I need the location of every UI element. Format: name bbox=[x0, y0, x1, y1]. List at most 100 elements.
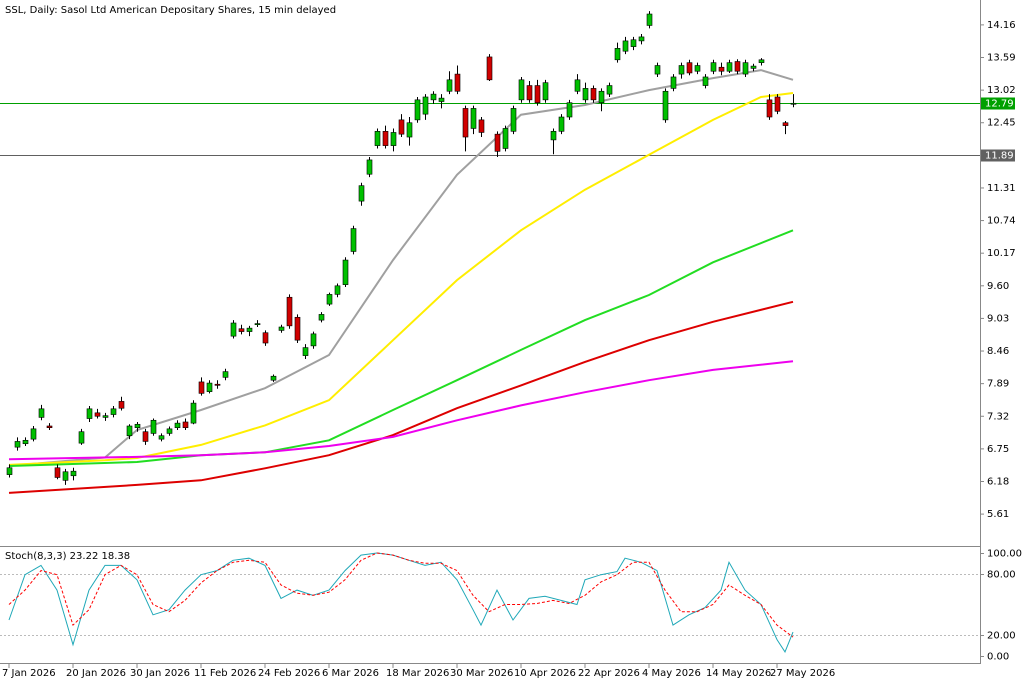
candle-body bbox=[86, 408, 93, 419]
candle-body bbox=[782, 122, 789, 126]
candle-body bbox=[158, 435, 165, 440]
candle-body bbox=[702, 76, 709, 86]
candle-body bbox=[382, 131, 389, 146]
y-tick-label: 11.31 bbox=[987, 183, 1016, 194]
candle-body bbox=[278, 326, 285, 331]
candle-body bbox=[446, 79, 453, 92]
candle-body bbox=[102, 415, 109, 418]
candle-body bbox=[566, 102, 573, 118]
candle-body bbox=[510, 108, 517, 132]
x-tick-label: 18 Mar 2026 bbox=[386, 668, 449, 679]
candle-body bbox=[598, 90, 605, 104]
candle-body bbox=[758, 59, 765, 63]
y-tick-label: 7.32 bbox=[987, 411, 1009, 422]
y-tick-label: 13.02 bbox=[987, 85, 1016, 96]
y-tick-label: 10.74 bbox=[987, 216, 1016, 227]
candle-body bbox=[414, 99, 421, 121]
candle-body bbox=[238, 328, 245, 332]
candle-body bbox=[454, 73, 461, 92]
candle-body bbox=[230, 322, 237, 337]
candle-body bbox=[470, 108, 477, 129]
candle-body bbox=[750, 65, 757, 69]
candle-body bbox=[486, 56, 493, 81]
candle-body bbox=[62, 471, 69, 481]
candle-body bbox=[438, 97, 445, 102]
indicator-value: 18.38 bbox=[102, 551, 131, 562]
x-tick-label: 20 Jan 2026 bbox=[66, 668, 126, 679]
y-tick-label: 7.89 bbox=[987, 379, 1009, 390]
candle-body bbox=[374, 131, 381, 146]
candle-body bbox=[310, 333, 317, 347]
candle-body bbox=[534, 85, 541, 104]
price-level-label: 11.89 bbox=[985, 151, 1014, 162]
y-tick-label: 14.16 bbox=[987, 20, 1016, 31]
price-level-label: 12.79 bbox=[985, 99, 1014, 110]
candle-body bbox=[350, 228, 357, 252]
candle-body bbox=[38, 408, 45, 418]
y-tick-label: 0.00 bbox=[987, 652, 1009, 663]
candle-body bbox=[406, 122, 413, 138]
candle-body bbox=[670, 76, 677, 89]
candle-body bbox=[326, 294, 333, 305]
candle-body bbox=[78, 431, 85, 444]
candle-body bbox=[22, 439, 29, 445]
candle-body bbox=[550, 131, 557, 141]
x-tick-label: 10 Apr 2026 bbox=[514, 668, 576, 679]
y-tick-label: 8.46 bbox=[987, 346, 1009, 357]
indicator-value: 23.22 bbox=[70, 551, 99, 562]
candle-body bbox=[742, 62, 749, 75]
price-level-label-bg bbox=[981, 149, 1015, 162]
candle-body bbox=[342, 259, 349, 285]
candle-body bbox=[318, 314, 325, 321]
x-tick-label: 4 May 2026 bbox=[642, 668, 701, 679]
y-tick-label: 9.60 bbox=[987, 281, 1009, 292]
candle-body bbox=[262, 332, 269, 344]
candle-body bbox=[614, 48, 621, 61]
candle-body bbox=[558, 116, 565, 132]
x-tick-label: 6 Mar 2026 bbox=[322, 668, 379, 679]
x-tick-label: 27 May 2026 bbox=[770, 668, 835, 679]
candle-body bbox=[182, 421, 189, 429]
candle-body bbox=[494, 133, 501, 152]
candle-body bbox=[726, 62, 733, 72]
y-tick-label: 10.17 bbox=[987, 248, 1016, 259]
candle-body bbox=[270, 375, 277, 381]
x-tick-label: 30 Mar 2026 bbox=[450, 668, 513, 679]
candle-body bbox=[574, 79, 581, 92]
candle-body bbox=[430, 93, 437, 101]
candle-body bbox=[222, 371, 229, 378]
y-tick-label: 80.00 bbox=[987, 570, 1016, 581]
chart-title: SSL, Daily: Sasol Ltd American Depositar… bbox=[5, 5, 336, 16]
y-tick-label: 100.00 bbox=[987, 549, 1022, 560]
candle-body bbox=[654, 65, 661, 75]
candle-body bbox=[622, 40, 629, 52]
candle-body bbox=[54, 467, 61, 478]
candle-body bbox=[166, 428, 173, 434]
y-tick-label: 12.45 bbox=[987, 118, 1016, 129]
line-series bbox=[8, 300, 794, 494]
candle-body bbox=[422, 96, 429, 115]
candle-body bbox=[686, 62, 693, 74]
y-tick-label: 6.75 bbox=[987, 444, 1009, 455]
candle-body bbox=[118, 401, 125, 409]
candle-body bbox=[70, 470, 77, 477]
candle-body bbox=[606, 85, 613, 95]
candle-body bbox=[358, 185, 365, 202]
x-tick-label: 24 Feb 2026 bbox=[258, 668, 320, 679]
candle-body bbox=[694, 65, 701, 72]
candle-body bbox=[6, 467, 13, 475]
candle-body bbox=[398, 119, 405, 135]
candle-body bbox=[14, 441, 21, 448]
y-tick-label: 9.03 bbox=[987, 313, 1009, 324]
candle-body bbox=[582, 88, 589, 101]
candle-body bbox=[334, 285, 341, 295]
x-tick-label: 30 Jan 2026 bbox=[130, 668, 190, 679]
y-tick-label: 6.18 bbox=[987, 476, 1009, 487]
line-series bbox=[8, 360, 794, 461]
candle-body bbox=[710, 62, 717, 72]
candle-body bbox=[46, 425, 53, 429]
indicator-name: Stoch(8,3,3) bbox=[5, 551, 67, 562]
candle-body bbox=[214, 383, 221, 386]
candle-body bbox=[30, 428, 37, 440]
